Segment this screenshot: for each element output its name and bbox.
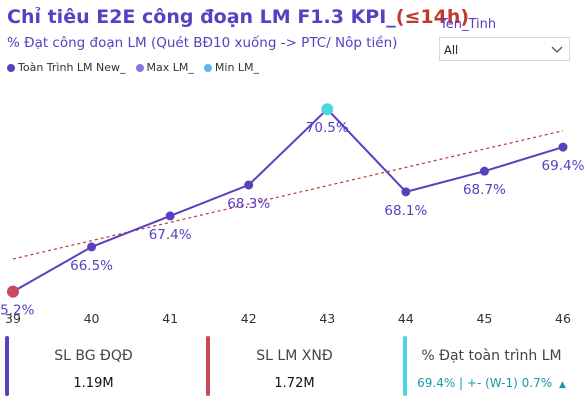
x-tick-label: 43 bbox=[319, 311, 335, 326]
trendline bbox=[12, 130, 564, 260]
dropdown-value: All bbox=[444, 43, 459, 57]
legend-item-max[interactable]: Max LM_ bbox=[135, 61, 194, 74]
legend-item-toan-trinh[interactable]: Toàn Trình LM New_ bbox=[7, 61, 126, 74]
title-kpi: (≤14h) bbox=[395, 6, 470, 28]
x-tick-label: 45 bbox=[476, 311, 492, 326]
report-title: Chỉ tiêu E2E công đoạn LM F1.3 KPI_(≤14h… bbox=[7, 6, 469, 28]
data-point bbox=[244, 180, 254, 190]
min-point bbox=[7, 285, 19, 298]
card-label: SL BG ĐQĐ bbox=[54, 348, 133, 364]
data-label: 68.7% bbox=[463, 182, 506, 198]
card-sl-bg-dqd: SL BG ĐQĐ 1.19M bbox=[0, 336, 187, 400]
x-tick-label: 40 bbox=[84, 311, 100, 326]
x-tick-label: 42 bbox=[241, 311, 257, 326]
trend-up-arrow-icon: ▲ bbox=[558, 380, 566, 390]
data-label: 69.4% bbox=[542, 158, 585, 174]
card-value: 1.19M bbox=[73, 376, 114, 391]
data-label: 70.5% bbox=[306, 120, 349, 136]
data-label: 68.1% bbox=[384, 203, 427, 219]
x-tick-label: 44 bbox=[398, 311, 414, 326]
legend-label: Min LM_ bbox=[214, 61, 260, 74]
card-dat-toan-trinh: % Đạt toàn trình LM 69.4% | +- (W-1) 0.7… bbox=[398, 336, 585, 400]
data-point bbox=[479, 166, 489, 176]
legend-dot-icon bbox=[135, 63, 144, 72]
series-line bbox=[12, 107, 564, 293]
data-point bbox=[401, 187, 411, 197]
province-dropdown[interactable]: All bbox=[439, 37, 570, 61]
data-label: 67.4% bbox=[149, 227, 192, 243]
data-point bbox=[558, 142, 568, 152]
chevron-down-icon[interactable] bbox=[549, 40, 565, 61]
data-point bbox=[87, 242, 97, 252]
data-label: 68.3% bbox=[227, 196, 270, 212]
title-main: Chỉ tiêu E2E công đoạn LM F1.3 KPI_ bbox=[7, 6, 396, 28]
slicer-label: Ten_Tinh bbox=[440, 17, 497, 32]
card-accent-bar bbox=[5, 336, 9, 396]
max-point bbox=[321, 103, 334, 116]
legend-label: Max LM_ bbox=[146, 61, 194, 74]
card-sl-lm-xnd: SL LM XNĐ 1.72M bbox=[201, 336, 388, 400]
card-accent-bar bbox=[403, 336, 407, 396]
x-tick-label: 39 bbox=[5, 311, 21, 326]
x-tick-label: 41 bbox=[162, 311, 178, 326]
data-label: 65.2% bbox=[0, 303, 35, 319]
line-chart: 65.2%39 66.5% 40 67.4% 41 68.3% 42 70.5% 43 68.1%… bbox=[0, 103, 585, 326]
card-accent-bar bbox=[206, 336, 210, 396]
data-point bbox=[165, 211, 175, 221]
data-label: 66.5% bbox=[70, 258, 113, 274]
card-value: 69.4% | +- (W-1) 0.7% ▲ bbox=[398, 376, 585, 390]
chart-legend: Toàn Trình LM New_ Max LM_ Min LM_ bbox=[7, 61, 259, 74]
legend-item-min[interactable]: Min LM_ bbox=[203, 61, 260, 74]
card-value-text: 69.4% | +- (W-1) 0.7% bbox=[417, 376, 553, 390]
card-label: SL LM XNĐ bbox=[256, 348, 333, 364]
card-value: 1.72M bbox=[274, 376, 315, 391]
legend-label: Toàn Trình LM New_ bbox=[18, 61, 126, 74]
legend-dot-icon bbox=[7, 63, 15, 72]
legend-dot-icon bbox=[203, 63, 212, 72]
report-subtitle: % Đạt công đoạn LM (Quét BĐ10 xuống -> P… bbox=[7, 35, 398, 51]
card-label: % Đạt toàn trình LM bbox=[421, 348, 562, 364]
x-tick-label: 46 bbox=[555, 311, 571, 326]
